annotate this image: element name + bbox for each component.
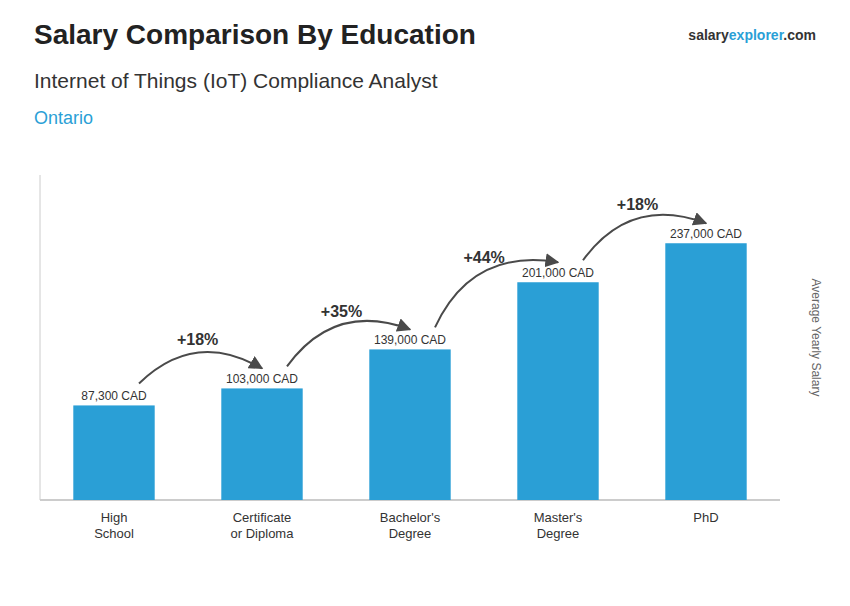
- bars: [73, 243, 746, 500]
- x-tick-label-line: Degree: [389, 526, 432, 541]
- bar: [369, 349, 450, 500]
- site-name: salaryexplorer.com: [688, 27, 816, 43]
- y-axis-line: [40, 175, 41, 500]
- x-tick-label-line: Master's: [534, 510, 583, 525]
- x-tick-label-line: High: [101, 510, 128, 525]
- x-tick-label: PhD: [693, 510, 718, 525]
- chart-container: Salary Comparison By Education salaryexpl…: [0, 0, 850, 606]
- title: Salary Comparison By Education: [34, 19, 476, 50]
- bar: [517, 282, 598, 500]
- x-tick-label: Master'sDegree: [534, 510, 583, 541]
- value-label: 201,000 CAD: [522, 266, 594, 280]
- x-tick-label: Bachelor'sDegree: [380, 510, 441, 541]
- subtitle: Internet of Things (IoT) Compliance Anal…: [34, 69, 438, 92]
- chart-svg: Salary Comparison By Education salaryexpl…: [0, 0, 850, 606]
- change-arrow: [287, 321, 410, 367]
- site-name-part: explorer: [729, 27, 785, 43]
- x-tick-label-line: Certificate: [233, 510, 292, 525]
- x-tick-label: Certificateor Diploma: [231, 510, 295, 541]
- change-arrow: [139, 352, 262, 383]
- bar: [665, 243, 746, 500]
- site-name-part: .com: [783, 27, 816, 43]
- value-label: 139,000 CAD: [374, 333, 446, 347]
- x-tick-label: HighSchool: [94, 510, 134, 541]
- site-name-part: salary: [688, 27, 729, 43]
- y-axis-label: Average Yearly Salary: [809, 279, 823, 397]
- x-tick-label-line: Bachelor's: [380, 510, 441, 525]
- change-arrow: [435, 260, 558, 327]
- location: Ontario: [34, 108, 93, 128]
- change-arrows: [139, 215, 706, 384]
- change-label: +35%: [321, 303, 362, 320]
- value-label: 237,000 CAD: [670, 227, 742, 241]
- x-tick-label-line: Degree: [537, 526, 580, 541]
- x-tick-label-line: PhD: [693, 510, 718, 525]
- value-label: 103,000 CAD: [226, 372, 298, 386]
- x-tick-label-line: School: [94, 526, 134, 541]
- bar: [221, 388, 302, 500]
- value-label: 87,300 CAD: [81, 389, 147, 403]
- change-label: +18%: [617, 196, 658, 213]
- x-tick-label-line: or Diploma: [231, 526, 295, 541]
- bar: [73, 405, 154, 500]
- change-label: +18%: [177, 331, 218, 348]
- change-arrow: [583, 215, 706, 261]
- change-label: +44%: [463, 249, 504, 266]
